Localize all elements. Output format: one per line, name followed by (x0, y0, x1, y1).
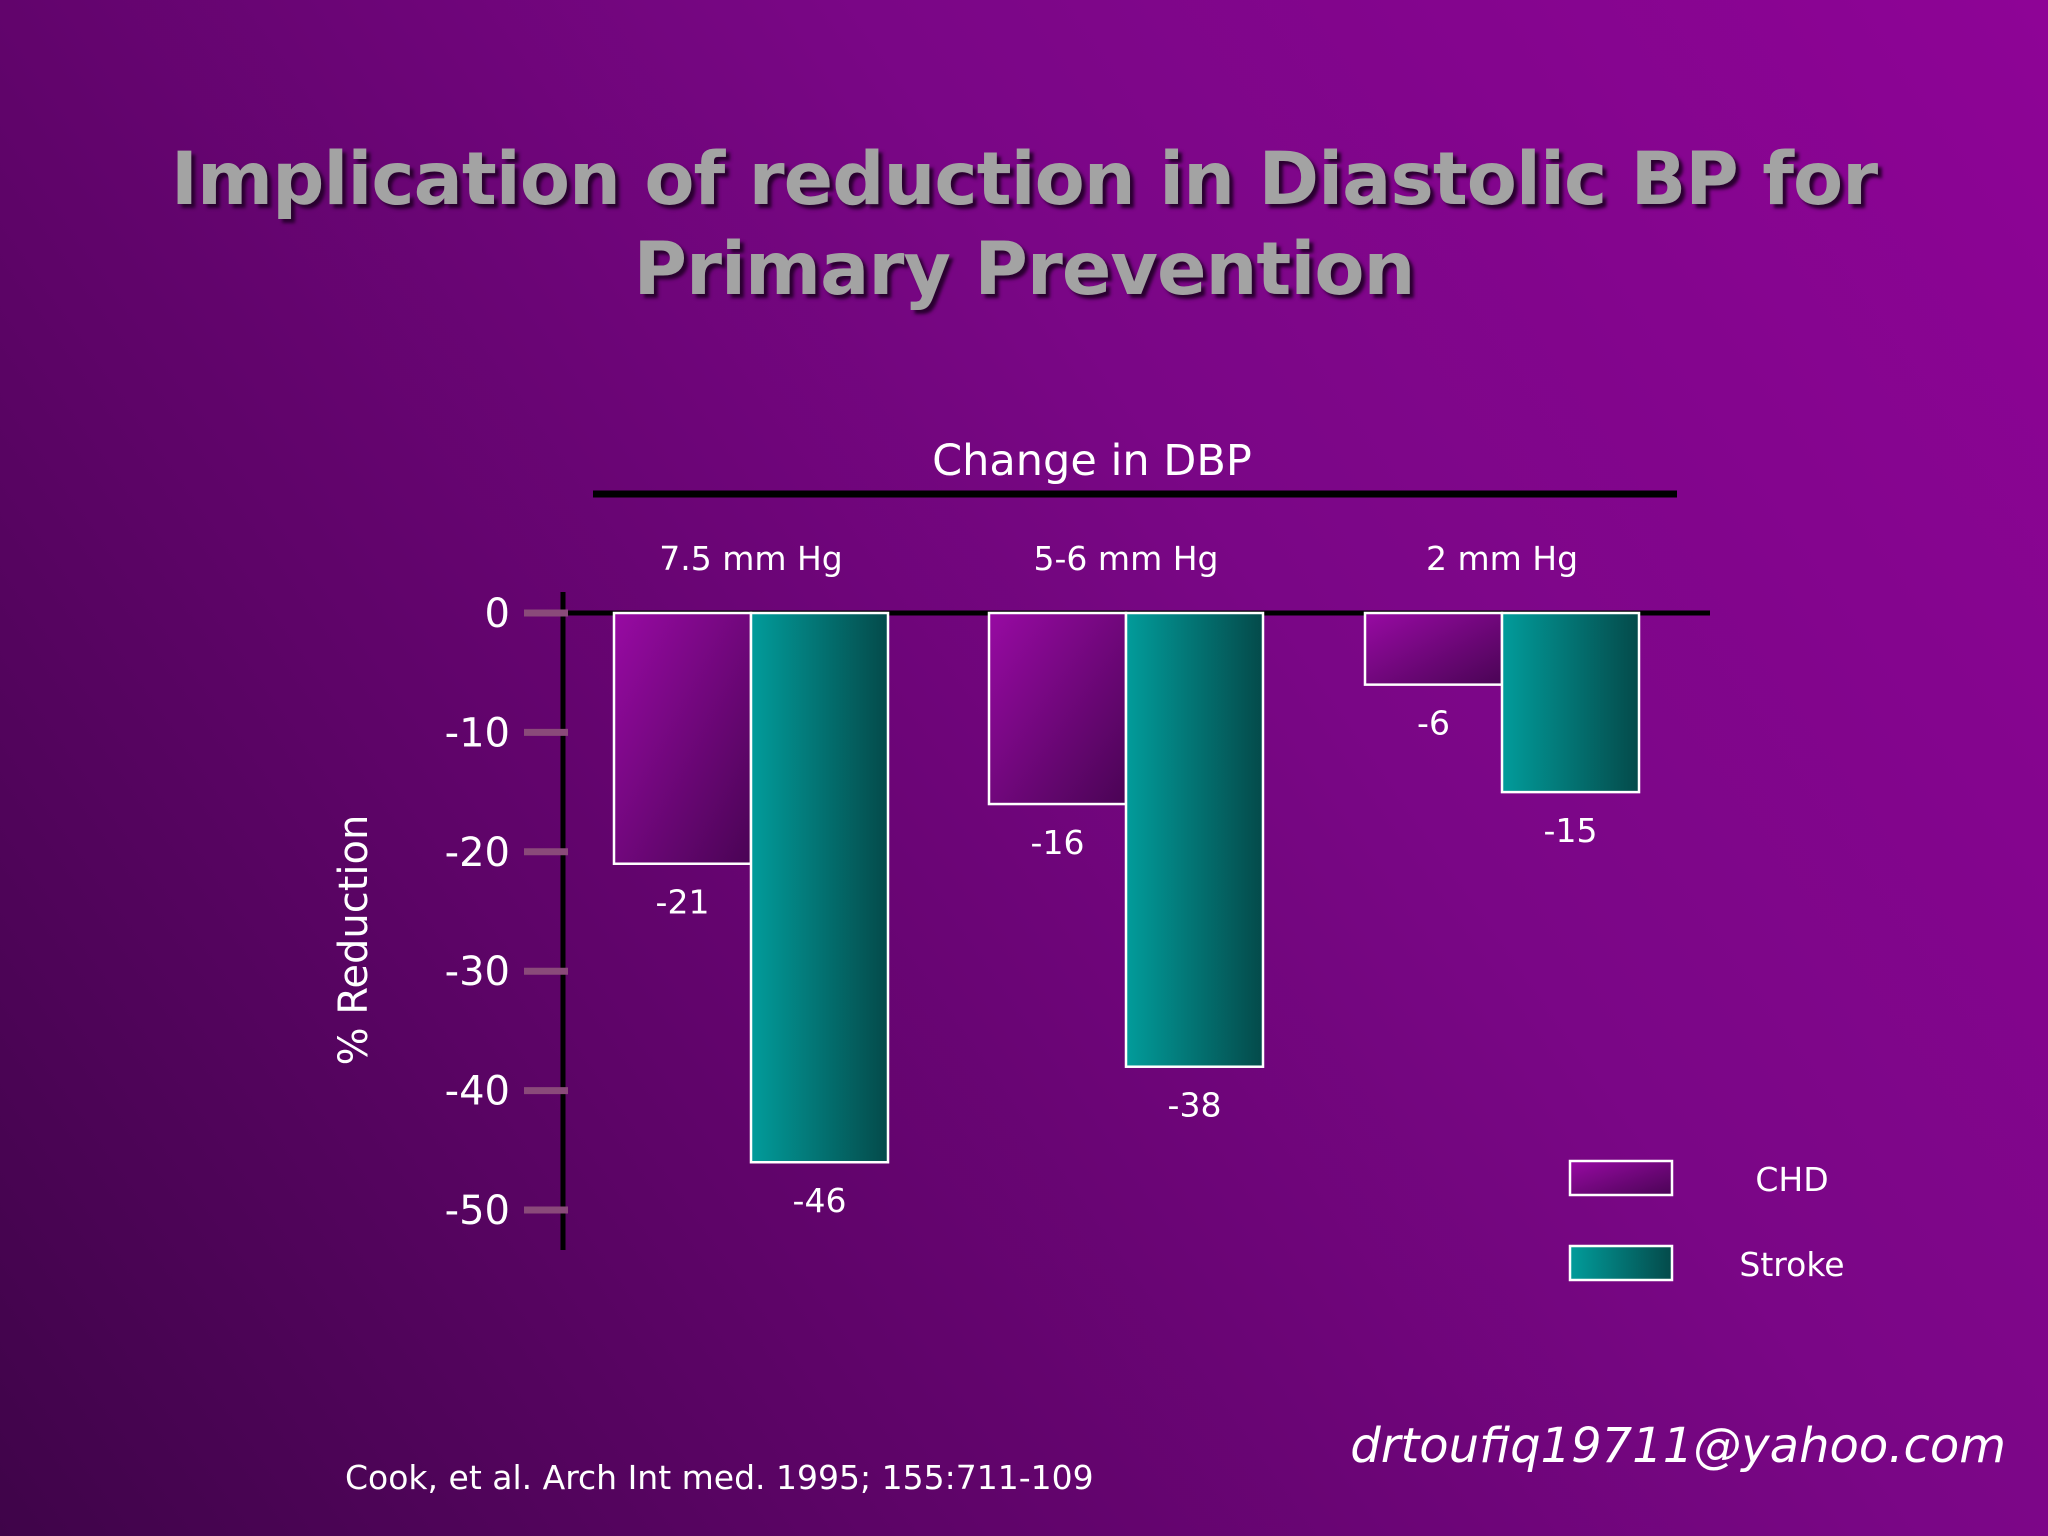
legend-label-chd: CHD (1755, 1160, 1828, 1199)
category-label: 7.5 mm Hg (659, 539, 843, 578)
email-address[interactable]: drtoufiq19711@yahoo.com (1350, 1418, 2006, 1474)
data-label: -38 (1168, 1086, 1222, 1125)
data-label: -46 (793, 1181, 847, 1220)
bar-stroke (749, 611, 890, 1164)
y-tick-label: -50 (445, 1188, 510, 1234)
bar-stroke (1500, 611, 1641, 794)
data-label: -16 (1031, 823, 1085, 862)
slide-title: Implication of reduction in Diastolic BP… (0, 135, 2048, 315)
y-tick-label: -10 (445, 710, 510, 756)
data-label: -15 (1544, 811, 1598, 850)
legend-swatch-stroke (1568, 1244, 1674, 1282)
bar-stroke (1124, 611, 1265, 1068)
y-tick-label: 0 (485, 591, 510, 637)
y-tick-label: -30 (445, 949, 510, 995)
y-tick-label: -20 (445, 830, 510, 876)
bar-chd (612, 611, 753, 865)
bar-chd (1363, 611, 1504, 686)
category-label: 2 mm Hg (1426, 539, 1578, 578)
citation: Cook, et al. Arch Int med. 1995; 155:711… (345, 1458, 1094, 1497)
y-tick-label: -40 (445, 1069, 510, 1115)
category-label: 5-6 mm Hg (1034, 539, 1219, 578)
data-label: -21 (656, 883, 710, 922)
data-label: -6 (1417, 704, 1450, 743)
bar-chd (987, 611, 1128, 806)
y-axis-label: % Reduction (331, 815, 377, 1066)
chart-title: Change in DBP (932, 436, 1252, 486)
title-line-2: Primary Prevention (633, 227, 1416, 312)
title-line-1: Implication of reduction in Diastolic BP… (170, 137, 1878, 222)
legend-label-stroke: Stroke (1739, 1245, 1844, 1284)
legend-swatch-chd (1568, 1159, 1674, 1197)
